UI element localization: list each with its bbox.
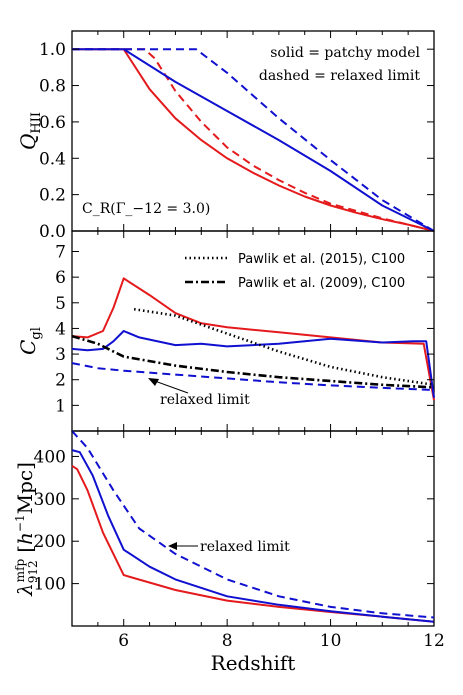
panel-mean-free-path: 100 200 300 400 6 8 10 12 λ912mfp[h−1Mpc] relax… (13, 430, 445, 675)
clumping-factor-series (71, 277, 435, 401)
series-line-red-dashed (72, 48, 435, 232)
y-tick-label: 200 (34, 532, 66, 552)
clumping-model-label: C_R(Γ_−12 = 3.0) (82, 201, 210, 217)
y-tick-label: 0.0 (39, 222, 66, 242)
relaxed-limit-arrow-shaft-mid (151, 379, 189, 394)
y-tick-label: 0.6 (39, 113, 66, 133)
y-tick-label: 5 (55, 294, 66, 314)
series-line-black-dotted (133, 307, 435, 387)
mean-free-path-ticks: 100 200 300 400 6 8 10 12 (34, 431, 445, 651)
series-line-blue-solid (71, 449, 435, 623)
series-line-blue-dashed (71, 430, 435, 619)
panel-mean-free-path-frame (71, 430, 435, 627)
y-tick-label: 7 (55, 243, 66, 263)
x-tick-label: 8 (222, 631, 233, 651)
relaxed-limit-label-bottom: relaxed limit (200, 539, 290, 555)
series-line-blue-dashed (71, 362, 435, 391)
ionized-fraction-series (72, 48, 435, 232)
series-line-blue-solid (71, 330, 435, 398)
y-tick-label: 1.0 (39, 40, 66, 60)
series-line-red-solid (71, 277, 435, 401)
y-tick-label: 1 (55, 396, 66, 416)
series-line-blue-solid (72, 48, 435, 232)
legend-solid-note: solid = patchy model (270, 45, 420, 61)
y-tick-label: 300 (34, 490, 66, 510)
y-tick-label: 100 (34, 575, 66, 595)
ionized-fraction-ticks: 0.0 0.2 0.4 0.6 0.8 1.0 (39, 31, 435, 242)
ionized-fraction-axis-label: QHII (16, 112, 44, 150)
panel-ionized-fraction: 0.0 0.2 0.4 0.6 0.8 1.0 QHII solid = patchy m… (16, 30, 435, 242)
relaxed-limit-arrow-head-bottom (168, 542, 177, 550)
clumping-factor-axis-label: Cgl (16, 327, 44, 355)
series-line-red-solid (72, 48, 435, 232)
y-tick-label: 0.4 (39, 149, 66, 169)
y-tick-label: 0.2 (39, 186, 66, 206)
relaxed-limit-label-mid: relaxed limit (160, 392, 250, 408)
x-tick-label: 12 (423, 631, 445, 651)
panel-clumping-factor: 1 2 3 4 5 6 7 Cgl Pawlik et al. (2015), C100 P… (16, 230, 435, 432)
y-tick-label: 2 (55, 371, 66, 391)
x-tick-label: 10 (320, 631, 342, 651)
legend-pawlik-2009: Pawlik et al. (2009), C100 (238, 276, 405, 291)
y-tick-label: 3 (55, 345, 66, 365)
y-tick-label: 0.8 (39, 77, 66, 97)
legend-dashed-note: dashed = relaxed limit (259, 68, 420, 84)
mean-free-path-series (71, 430, 435, 623)
mean-free-path-axis-label: λ912mfp[h−1Mpc] (13, 462, 40, 597)
x-axis-title: Redshift (211, 651, 296, 675)
x-tick-label: 6 (118, 631, 129, 651)
clumping-factor-ticks: 1 2 3 4 5 6 7 (55, 231, 435, 431)
legend-pawlik-2015: Pawlik et al. (2015), C100 (238, 252, 405, 267)
series-line-black-dashdot (71, 334, 435, 389)
y-tick-label: 6 (55, 268, 66, 288)
relaxed-limit-arrow-head-mid (148, 378, 159, 386)
y-tick-label: 4 (55, 319, 66, 339)
series-line-blue-dashed (72, 48, 435, 232)
y-tick-label: 400 (34, 447, 66, 467)
